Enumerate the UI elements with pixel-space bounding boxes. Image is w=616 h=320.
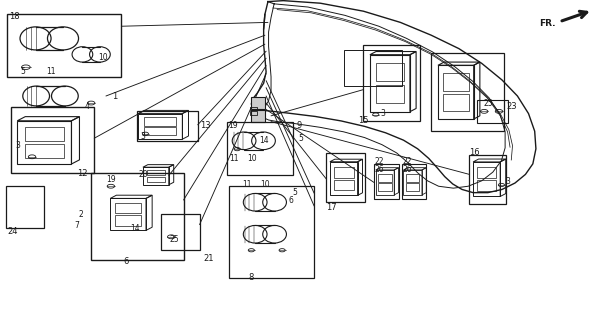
Text: 1: 1 xyxy=(112,92,118,100)
Bar xyxy=(251,97,265,109)
Text: 6: 6 xyxy=(123,257,129,266)
Bar xyxy=(477,180,496,191)
Bar xyxy=(376,170,394,195)
Bar xyxy=(161,214,200,250)
Bar xyxy=(363,45,420,121)
Text: 16: 16 xyxy=(469,148,480,157)
Bar xyxy=(7,14,121,77)
Bar xyxy=(25,144,64,157)
Text: 17: 17 xyxy=(326,203,337,212)
Bar xyxy=(443,94,469,111)
Text: 11: 11 xyxy=(242,180,251,188)
Text: 25: 25 xyxy=(484,99,493,108)
Text: 26: 26 xyxy=(375,165,384,174)
Text: 13: 13 xyxy=(200,121,211,130)
Text: 19: 19 xyxy=(106,175,116,184)
Text: 6: 6 xyxy=(288,196,293,204)
Bar xyxy=(326,153,365,202)
Bar xyxy=(402,164,426,199)
Bar xyxy=(115,215,141,226)
Text: 15: 15 xyxy=(358,116,368,125)
Text: 5: 5 xyxy=(298,134,303,143)
Bar xyxy=(374,164,399,199)
Text: 19: 19 xyxy=(228,121,238,130)
Bar xyxy=(11,107,94,173)
Bar xyxy=(229,186,314,278)
Bar xyxy=(137,111,198,141)
Bar xyxy=(438,65,474,119)
Bar xyxy=(25,127,64,141)
Text: 9: 9 xyxy=(297,121,302,130)
Bar xyxy=(6,186,44,228)
Text: 22: 22 xyxy=(402,157,411,166)
Text: 10: 10 xyxy=(99,53,108,62)
Text: 18: 18 xyxy=(9,12,19,20)
Bar xyxy=(469,155,506,204)
Text: 5: 5 xyxy=(293,188,298,197)
Bar xyxy=(477,167,496,178)
Bar xyxy=(473,162,500,196)
Bar xyxy=(250,111,257,115)
Bar xyxy=(17,121,71,164)
Text: FR.: FR. xyxy=(540,19,556,28)
Bar xyxy=(477,100,508,123)
Text: 22: 22 xyxy=(375,157,384,166)
Text: 21: 21 xyxy=(203,254,214,263)
Bar xyxy=(250,107,257,110)
Bar xyxy=(443,73,469,91)
Bar xyxy=(378,183,392,191)
Bar xyxy=(115,203,141,213)
Text: 20: 20 xyxy=(139,170,148,179)
Text: 11: 11 xyxy=(46,67,55,76)
Text: 7: 7 xyxy=(74,221,79,230)
Text: 25: 25 xyxy=(169,235,179,244)
Bar xyxy=(378,174,392,182)
Text: 3: 3 xyxy=(505,177,510,186)
Bar xyxy=(376,85,404,103)
Text: 12: 12 xyxy=(77,169,87,178)
Bar xyxy=(406,174,419,182)
Bar xyxy=(334,167,354,178)
Bar xyxy=(406,183,419,191)
Text: 10: 10 xyxy=(260,180,270,188)
Bar xyxy=(147,170,165,175)
Text: 26: 26 xyxy=(402,165,412,174)
Text: 24: 24 xyxy=(7,227,18,236)
Text: 5: 5 xyxy=(20,67,25,76)
Text: 3: 3 xyxy=(381,109,386,118)
Text: 10: 10 xyxy=(248,154,257,163)
Bar xyxy=(110,198,146,230)
Bar xyxy=(330,162,358,195)
Bar xyxy=(144,117,176,126)
Text: 4: 4 xyxy=(85,102,90,111)
Text: 8: 8 xyxy=(248,273,254,282)
Bar xyxy=(344,50,402,86)
Bar xyxy=(91,173,184,260)
Bar xyxy=(334,180,354,190)
Bar xyxy=(147,177,165,182)
Bar xyxy=(138,114,182,139)
Bar xyxy=(376,63,404,82)
Text: 11: 11 xyxy=(229,154,238,163)
Text: 3: 3 xyxy=(140,132,145,140)
Bar xyxy=(370,55,410,112)
Bar xyxy=(144,127,176,135)
Text: 23: 23 xyxy=(506,102,517,111)
Bar xyxy=(227,122,293,175)
Bar xyxy=(251,110,265,122)
Bar xyxy=(431,53,504,131)
Text: 14: 14 xyxy=(131,224,140,233)
Text: 2: 2 xyxy=(79,210,84,219)
Bar xyxy=(403,170,422,195)
Bar xyxy=(143,167,169,185)
Text: 14: 14 xyxy=(259,136,269,145)
Text: 3: 3 xyxy=(15,141,20,150)
